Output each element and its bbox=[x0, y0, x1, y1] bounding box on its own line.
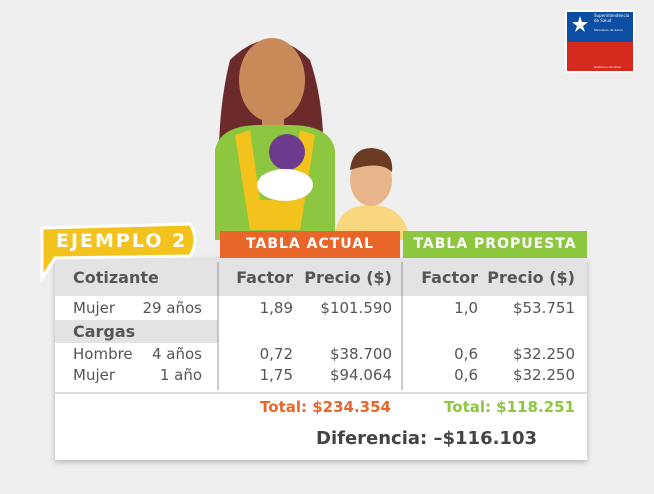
column-header: Factor bbox=[236, 268, 293, 287]
header-row bbox=[55, 258, 587, 296]
total: Total: $118.251 bbox=[444, 398, 575, 416]
cell: 0,72 bbox=[259, 345, 293, 363]
cell: $53.751 bbox=[512, 299, 575, 317]
tab-title: TABLA ACTUAL bbox=[246, 236, 374, 252]
logo-text: Gobierno de Chile bbox=[594, 65, 621, 69]
proposed-tab bbox=[403, 231, 587, 258]
logo-star bbox=[572, 16, 588, 32]
baby-blanket bbox=[257, 169, 313, 201]
total: Total: $234.354 bbox=[260, 398, 391, 416]
logo-red bbox=[567, 42, 633, 71]
sling bbox=[235, 130, 315, 230]
cell: $32.250 bbox=[512, 345, 575, 363]
cell: 0,6 bbox=[454, 345, 478, 363]
logo-text: Superintendencia de Salud bbox=[594, 13, 630, 23]
badge-bg bbox=[40, 222, 197, 284]
cell: $101.590 bbox=[320, 299, 392, 317]
column-header: Cotizante bbox=[73, 268, 159, 287]
logo-text: Ministerio de Salud bbox=[594, 28, 623, 32]
boy-hair bbox=[350, 148, 393, 172]
cell: Mujer bbox=[73, 366, 116, 384]
actual-tab bbox=[220, 231, 400, 258]
cell: 1,0 bbox=[454, 299, 478, 317]
cell: 1,89 bbox=[259, 299, 293, 317]
logo-blue bbox=[593, 12, 633, 42]
cell: $38.700 bbox=[329, 345, 392, 363]
column-header: Precio ($) bbox=[487, 268, 575, 287]
cell: $32.250 bbox=[512, 366, 575, 384]
tab-title: TABLA PROPUESTA bbox=[413, 236, 577, 252]
difference: Diferencia: –$116.103 bbox=[316, 428, 538, 449]
badge: EJEMPLO 2 bbox=[56, 230, 188, 252]
cell: 0,6 bbox=[454, 366, 478, 384]
cell: 29 años bbox=[142, 299, 202, 317]
cell: 1 año bbox=[159, 366, 202, 384]
cell: 1,75 bbox=[259, 366, 293, 384]
section-label: Cargas bbox=[73, 322, 136, 341]
cell: $94.064 bbox=[329, 366, 392, 384]
cell: Hombre bbox=[73, 345, 133, 363]
face bbox=[239, 38, 305, 122]
baby-head bbox=[269, 134, 305, 170]
cell: Mujer bbox=[73, 299, 116, 317]
cargas-band bbox=[55, 320, 218, 343]
cell: 4 años bbox=[151, 345, 202, 363]
column-header: Precio ($) bbox=[304, 268, 392, 287]
column-header: Factor bbox=[421, 268, 478, 287]
